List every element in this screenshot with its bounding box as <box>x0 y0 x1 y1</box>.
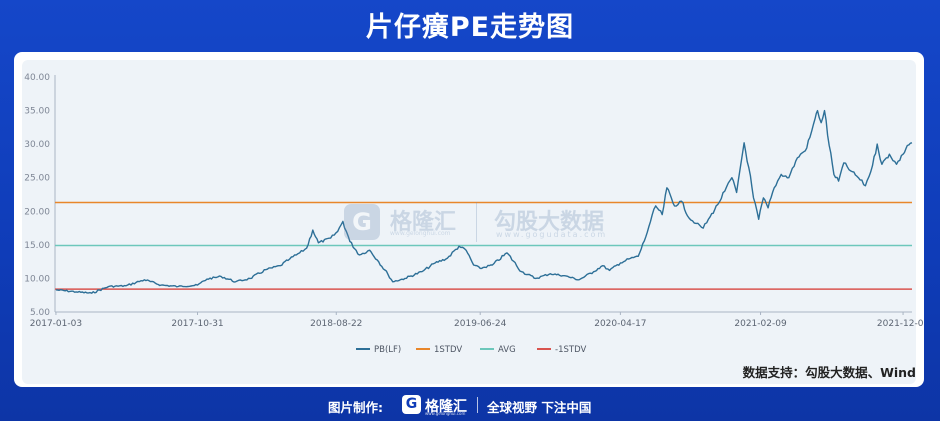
footer: 图片制作: G 格隆汇 www.gelonghui.com 全球视野 下注中国 <box>0 392 940 418</box>
x-tick-label: 2017-10-31 <box>171 319 223 329</box>
legend-label: 1STDV <box>434 345 462 355</box>
y-tick-label: 35.00 <box>24 107 50 117</box>
x-tick-label: 2021-12-09 <box>877 319 924 329</box>
legend-label: PB(LF) <box>374 345 401 355</box>
x-tick-label: 2020-04-17 <box>594 319 646 329</box>
y-tick-label: 5.00 <box>30 308 50 318</box>
legend-label: AVG <box>498 345 516 355</box>
series-line-pb <box>55 109 913 294</box>
footer-site: www.gelonghui.com <box>425 411 466 416</box>
legend-label: -1STDV <box>555 345 586 355</box>
footer-logo-icon: G <box>402 395 421 414</box>
y-tick-label: 30.00 <box>24 140 50 150</box>
x-tick-label: 2019-06-24 <box>454 319 507 329</box>
page-title: 片仔癀PE走势图 <box>365 12 575 43</box>
x-tick-label: 2021-02-09 <box>734 319 787 329</box>
footer-brand: 格隆汇 <box>425 399 467 415</box>
pe-trend-chart: 40.0035.0030.0025.0020.0015.0010.005.002… <box>24 73 924 355</box>
y-tick-label: 40.00 <box>24 73 50 83</box>
y-tick-label: 15.00 <box>24 241 50 251</box>
chart-panel: 40.00 35.00 30.00 25.00 20.00 15.00 10.00 5.00 2… <box>14 52 924 387</box>
x-tick-label: 2017-01-03 <box>30 319 82 329</box>
y-tick-label: 10.00 <box>24 274 50 284</box>
y-tick-label: 20.00 <box>24 207 50 217</box>
footer-slogan: 全球视野 下注中国 <box>487 400 592 415</box>
footer-divider <box>477 397 478 413</box>
plot-frame <box>22 60 916 384</box>
footer-made-by: 图片制作: <box>328 400 383 415</box>
data-source-note: 数据支持：勾股大数据、Wind <box>742 365 916 380</box>
y-tick-label: 25.00 <box>24 174 50 184</box>
x-tick-label: 2018-08-22 <box>310 319 362 329</box>
